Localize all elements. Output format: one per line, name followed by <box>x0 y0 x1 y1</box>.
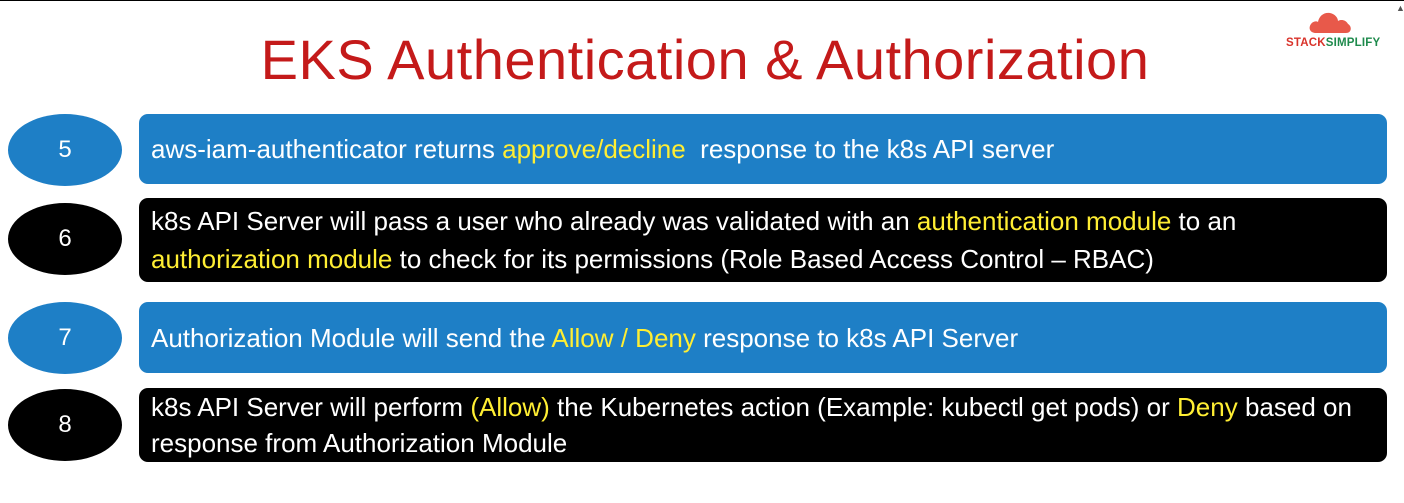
logo-text-part2: SIMPLIFY <box>1325 37 1381 49</box>
step-5-highlight: approve/decline <box>502 134 686 164</box>
step-7-highlight: Allow / Deny <box>551 322 696 353</box>
page-title: EKS Authentication & Authorization <box>260 28 1150 91</box>
window-control-icon[interactable]: ▲ <box>1396 3 1404 13</box>
step-box-7: Authorization Module will send the Allow… <box>139 302 1387 373</box>
step-8-highlight: (Allow) <box>470 392 550 422</box>
step-text-5: aws-iam-authenticator returns approve/de… <box>151 130 1054 168</box>
step-6-segment: to an <box>1171 206 1237 236</box>
step-5-segment: response to the k8s API server <box>685 134 1055 164</box>
step-number-8: 8 <box>8 389 122 461</box>
step-8-segment: based on response from Authorization Mod… <box>151 392 1352 458</box>
step-7-segment: Authorization Module will send the <box>151 322 552 353</box>
step-8-highlight: Deny <box>1177 392 1238 422</box>
step-box-8: k8s API Server will perform (Allow) the … <box>139 388 1387 462</box>
step-5-segment: aws-iam-authenticator returns <box>151 134 503 164</box>
cloud-icon <box>1309 12 1351 34</box>
step-text-6: k8s API Server will pass a user who alre… <box>151 202 1375 278</box>
step-7-segment: response to k8s API Server <box>695 322 1019 353</box>
step-text-7: Authorization Module will send the Allow… <box>151 319 1018 357</box>
step-6-segment: to check for its permissions (Role Based… <box>392 244 1154 274</box>
logo-text: STACKSIMPLIFY <box>1286 37 1380 49</box>
step-8-segment: k8s API Server will perform <box>151 392 471 422</box>
step-number-5: 5 <box>8 114 122 186</box>
step-8-segment: the Kubernetes action (Example: kubectl … <box>549 392 1178 422</box>
step-6-segment: k8s API Server will pass a user who alre… <box>151 206 917 236</box>
step-box-5: aws-iam-authenticator returns approve/de… <box>139 114 1387 184</box>
logo-text-part1: STACK <box>1286 37 1326 49</box>
step-number-6: 6 <box>8 203 122 275</box>
step-box-6: k8s API Server will pass a user who alre… <box>139 198 1387 282</box>
step-number-7: 7 <box>8 302 122 374</box>
step-text-8: k8s API Server will perform (Allow) the … <box>151 389 1375 461</box>
stacksimplify-logo: STACKSIMPLIFY <box>1286 9 1390 53</box>
step-6-highlight: authentication module <box>916 206 1172 236</box>
step-6-highlight: authorization module <box>151 244 393 274</box>
